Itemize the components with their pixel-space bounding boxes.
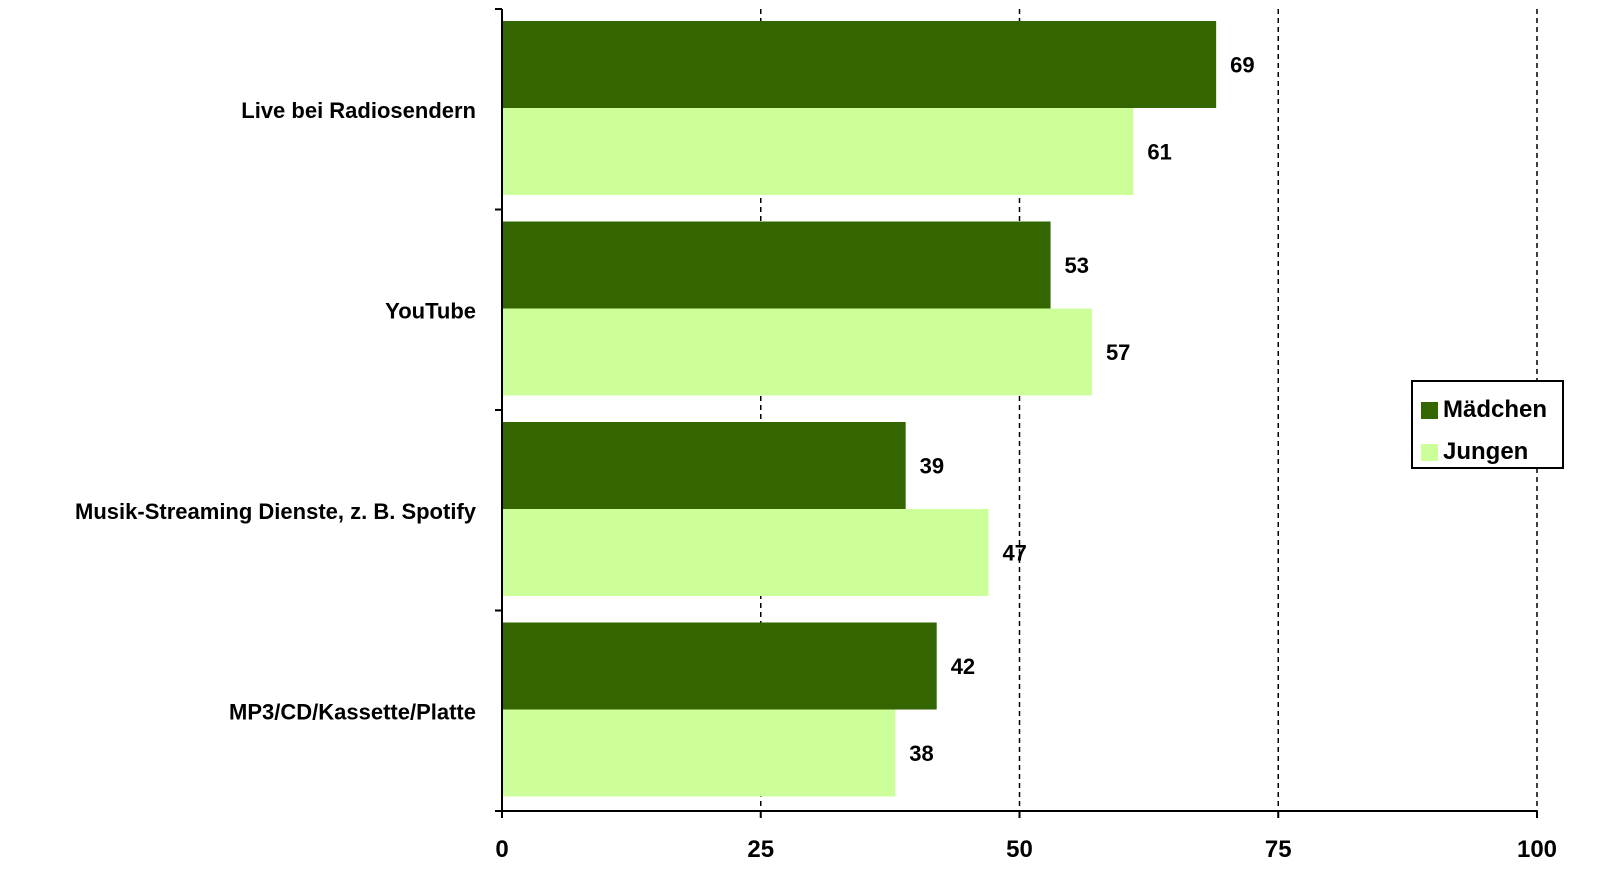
- bar-jungen-1: [502, 308, 1092, 396]
- legend-label-maedchen: Mädchen: [1443, 396, 1548, 423]
- legend-swatch-jungen: [1421, 443, 1438, 461]
- x-tick-label-100: 100: [1517, 836, 1557, 863]
- axes: [495, 8, 1538, 818]
- bar-jungen-2: [502, 509, 989, 596]
- x-tick-label-25: 25: [747, 836, 774, 863]
- legend: Mädchen Jungen: [1411, 380, 1564, 469]
- value-label-jungen-1: 57: [1106, 340, 1130, 365]
- tick-labels: 0 25 50 75 100: [495, 836, 1557, 863]
- legend-item-maedchen: Mädchen: [1421, 396, 1547, 424]
- bar-maedchen-1: [502, 221, 1051, 309]
- x-tick-label-0: 0: [495, 836, 508, 863]
- category-label-0: Live bei Radiosendern: [241, 98, 476, 123]
- x-tick-label-50: 50: [1006, 836, 1033, 863]
- value-label-maedchen-0: 69: [1230, 53, 1254, 78]
- bar-jungen-0: [502, 108, 1134, 195]
- category-label-3: MP3/CD/Kassette/Platte: [229, 700, 476, 725]
- value-label-jungen-3: 38: [909, 741, 933, 766]
- bars: [502, 21, 1217, 797]
- category-label-1: YouTube: [385, 299, 476, 324]
- value-label-jungen-2: 47: [1002, 541, 1026, 566]
- category-label-2: Musik-Streaming Dienste, z. B. Spotify: [75, 499, 477, 524]
- bar-maedchen-2: [502, 422, 906, 509]
- category-labels: Live bei Radiosendern YouTube Musik-Stream…: [75, 98, 477, 725]
- value-labels: 69 61 53 57 39 47 42 38: [909, 53, 1254, 767]
- value-label-maedchen-3: 42: [951, 654, 975, 679]
- bar-maedchen-0: [502, 21, 1217, 108]
- value-label-maedchen-1: 53: [1065, 253, 1089, 278]
- value-label-jungen-0: 61: [1147, 140, 1171, 165]
- legend-swatch-maedchen: [1421, 401, 1438, 419]
- legend-label-jungen: Jungen: [1443, 438, 1529, 465]
- legend-item-jungen: Jungen: [1421, 438, 1528, 466]
- bar-maedchen-3: [502, 622, 937, 710]
- value-label-maedchen-2: 39: [920, 454, 944, 479]
- bar-jungen-3: [502, 709, 896, 797]
- x-tick-label-75: 75: [1265, 836, 1292, 863]
